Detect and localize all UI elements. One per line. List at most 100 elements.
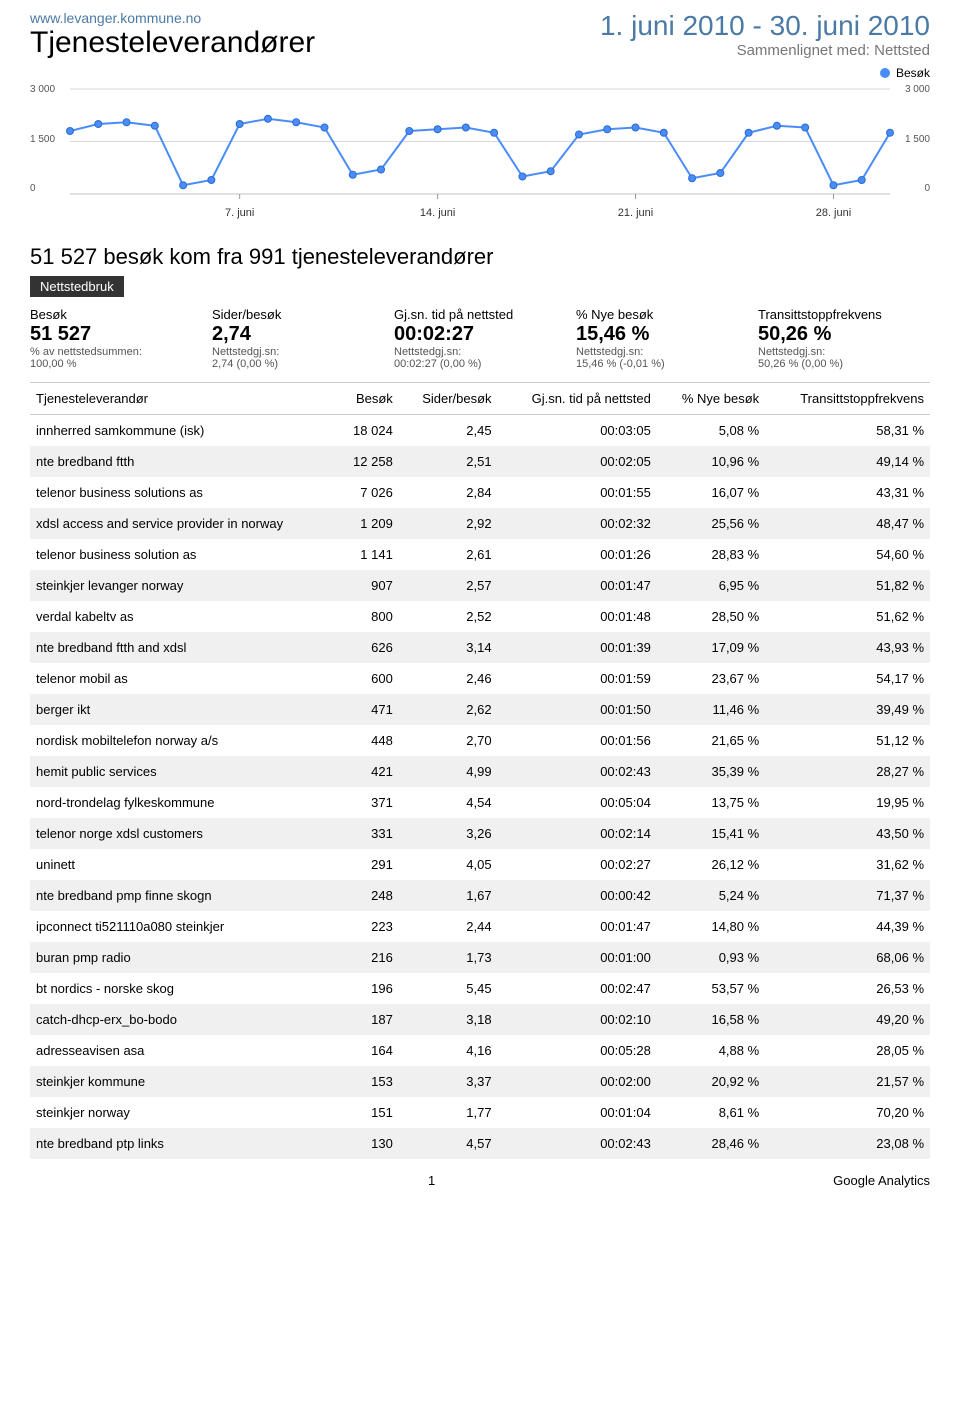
cell-provider: ipconnect ti521110a080 steinkjer: [30, 911, 336, 942]
header-left: www.levanger.kommune.no Tjenesteleverand…: [30, 10, 315, 60]
cell-new: 11,46 %: [657, 694, 765, 725]
cell-time: 00:01:55: [498, 477, 657, 508]
cell-visits: 196: [336, 973, 399, 1004]
table-row: nte bredband ptp links1304,5700:02:4328,…: [30, 1128, 930, 1159]
cell-time: 00:02:27: [498, 849, 657, 880]
cell-provider: nte bredband ftth and xdsl: [30, 632, 336, 663]
section-badge: Nettstedbruk: [30, 276, 124, 297]
cell-visits: 223: [336, 911, 399, 942]
cell-visits: 471: [336, 694, 399, 725]
metric-label: Besøk: [30, 307, 202, 322]
metric-value: 51 527: [30, 322, 202, 346]
cell-pages: 2,70: [399, 725, 498, 756]
cell-bounce: 44,39 %: [765, 911, 930, 942]
cell-bounce: 51,62 %: [765, 601, 930, 632]
cell-bounce: 43,31 %: [765, 477, 930, 508]
cell-bounce: 49,14 %: [765, 446, 930, 477]
cell-new: 21,65 %: [657, 725, 765, 756]
metric-label: Transittstoppfrekvens: [758, 307, 930, 322]
cell-visits: 331: [336, 818, 399, 849]
cell-bounce: 68,06 %: [765, 942, 930, 973]
cell-visits: 7 026: [336, 477, 399, 508]
cell-visits: 1 209: [336, 508, 399, 539]
cell-bounce: 28,05 %: [765, 1035, 930, 1066]
metric-sublabel: Nettstedgj.sn:: [394, 346, 566, 358]
cell-pages: 2,45: [399, 415, 498, 447]
cell-pages: 1,77: [399, 1097, 498, 1128]
chart-legend: Besøk: [30, 66, 930, 80]
col-header: Sider/besøk: [399, 383, 498, 415]
page-footer: 1 Google Analytics: [30, 1173, 930, 1188]
col-header: Besøk: [336, 383, 399, 415]
cell-provider: steinkjer levanger norway: [30, 570, 336, 601]
cell-visits: 151: [336, 1097, 399, 1128]
cell-pages: 4,57: [399, 1128, 498, 1159]
table-row: uninett2914,0500:02:2726,12 %31,62 %: [30, 849, 930, 880]
cell-visits: 18 024: [336, 415, 399, 447]
table-row: steinkjer norway1511,7700:01:048,61 %70,…: [30, 1097, 930, 1128]
report-header: www.levanger.kommune.no Tjenesteleverand…: [30, 10, 930, 60]
table-row: nte bredband ftth and xdsl6263,1400:01:3…: [30, 632, 930, 663]
legend-dot-icon: [880, 68, 890, 78]
cell-provider: buran pmp radio: [30, 942, 336, 973]
cell-new: 25,56 %: [657, 508, 765, 539]
chart-yaxis-left: 3 000 1 500 0: [30, 84, 55, 194]
metric-subvalue: 100,00 %: [30, 358, 202, 370]
table-head: Tjenesteleverandør Besøk Sider/besøk Gj.…: [30, 383, 930, 415]
table-row: steinkjer kommune1533,3700:02:0020,92 %2…: [30, 1066, 930, 1097]
cell-visits: 216: [336, 942, 399, 973]
cell-new: 4,88 %: [657, 1035, 765, 1066]
table-row: telenor mobil as6002,4600:01:5923,67 %54…: [30, 663, 930, 694]
metric-label: Gj.sn. tid på nettsted: [394, 307, 566, 322]
cell-pages: 3,37: [399, 1066, 498, 1097]
cell-visits: 1 141: [336, 539, 399, 570]
cell-pages: 2,92: [399, 508, 498, 539]
cell-time: 00:01:47: [498, 570, 657, 601]
metric-label: Sider/besøk: [212, 307, 384, 322]
metric-block: % Nye besøk15,46 %Nettstedgj.sn:15,46 % …: [576, 307, 748, 370]
col-header: Transittstoppfrekvens: [765, 383, 930, 415]
metric-sublabel: % av nettstedsummen:: [30, 346, 202, 358]
table-row: verdal kabeltv as8002,5200:01:4828,50 %5…: [30, 601, 930, 632]
cell-time: 00:05:04: [498, 787, 657, 818]
cell-time: 00:00:42: [498, 880, 657, 911]
cell-provider: uninett: [30, 849, 336, 880]
cell-pages: 3,18: [399, 1004, 498, 1035]
cell-bounce: 70,20 %: [765, 1097, 930, 1128]
cell-new: 8,61 %: [657, 1097, 765, 1128]
cell-time: 00:01:47: [498, 911, 657, 942]
cell-new: 26,12 %: [657, 849, 765, 880]
cell-time: 00:01:26: [498, 539, 657, 570]
cell-pages: 2,46: [399, 663, 498, 694]
cell-provider: hemit public services: [30, 756, 336, 787]
header-right: 1. juni 2010 - 30. juni 2010 Sammenligne…: [600, 10, 930, 59]
providers-table: Tjenesteleverandør Besøk Sider/besøk Gj.…: [30, 382, 930, 1159]
cell-bounce: 19,95 %: [765, 787, 930, 818]
cell-new: 17,09 %: [657, 632, 765, 663]
visits-chart: 3 000 1 500 0 3 000 1 500 0 7. juni14. j…: [30, 84, 930, 234]
cell-new: 23,67 %: [657, 663, 765, 694]
headline: 51 527 besøk kom fra 991 tjenesteleveran…: [30, 244, 930, 270]
cell-provider: steinkjer norway: [30, 1097, 336, 1128]
cell-bounce: 43,93 %: [765, 632, 930, 663]
svg-text:21. juni: 21. juni: [618, 207, 653, 219]
cell-visits: 626: [336, 632, 399, 663]
cell-new: 16,07 %: [657, 477, 765, 508]
metric-sublabel: Nettstedgj.sn:: [758, 346, 930, 358]
cell-pages: 2,51: [399, 446, 498, 477]
metric-sublabel: Nettstedgj.sn:: [212, 346, 384, 358]
ytick: 0: [905, 183, 930, 194]
table-row: ipconnect ti521110a080 steinkjer2232,440…: [30, 911, 930, 942]
cell-provider: telenor mobil as: [30, 663, 336, 694]
cell-provider: verdal kabeltv as: [30, 601, 336, 632]
cell-time: 00:01:48: [498, 601, 657, 632]
table-row: nordisk mobiltelefon norway a/s4482,7000…: [30, 725, 930, 756]
ytick: 1 500: [905, 134, 930, 145]
cell-visits: 248: [336, 880, 399, 911]
cell-pages: 1,73: [399, 942, 498, 973]
metric-subvalue: 2,74 (0,00 %): [212, 358, 384, 370]
cell-visits: 448: [336, 725, 399, 756]
cell-time: 00:02:47: [498, 973, 657, 1004]
cell-time: 00:01:39: [498, 632, 657, 663]
cell-visits: 164: [336, 1035, 399, 1066]
